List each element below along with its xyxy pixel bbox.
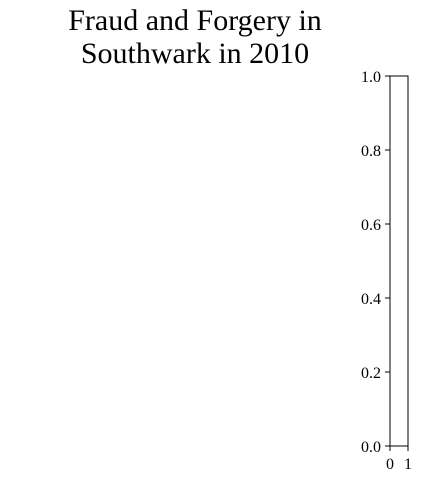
y-tick-label: 0.4 [361,291,381,308]
y-tick-label: 0.0 [361,439,381,456]
y-tick-label: 0.6 [361,217,381,234]
y-tick-label: 1.0 [361,69,381,86]
x-tick-label: 1 [404,456,412,473]
y-tick-label: 0.2 [361,365,381,382]
chart-title: Fraud and Forgery in Southwark in 2010 [0,4,390,70]
colorbar-frame [389,75,409,447]
x-tick-label: 0 [386,456,394,473]
chart-title-line-2: Southwark in 2010 [80,37,310,70]
y-tick-label: 0.8 [361,143,381,160]
y-axis: 0.0 0.2 0.4 0.6 0.8 1.0 [361,69,390,456]
chart-title-line-1: Fraud and Forgery in [68,4,322,37]
